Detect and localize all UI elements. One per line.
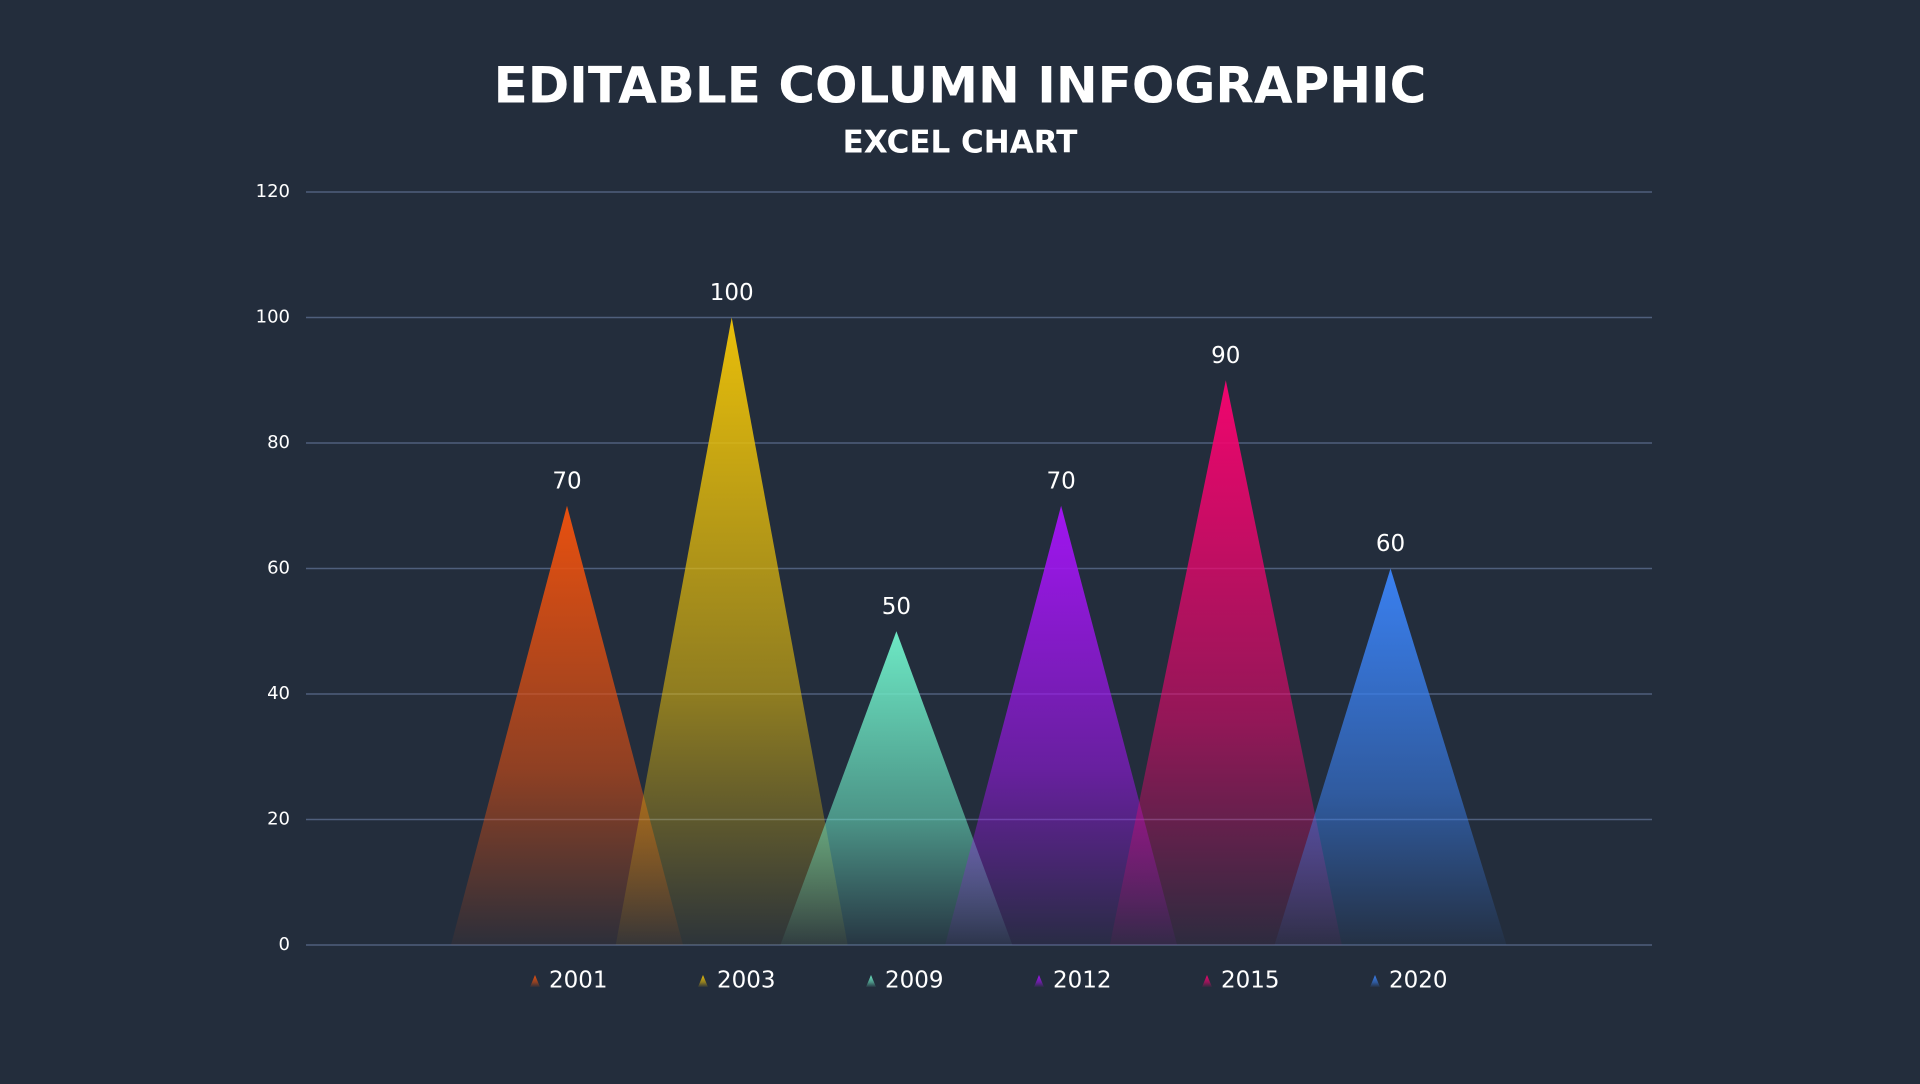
legend-label: 2015 <box>1221 968 1280 994</box>
value-label: 60 <box>1376 531 1405 557</box>
legend-label: 2020 <box>1389 968 1448 994</box>
y-tick-label: 120 <box>256 181 290 202</box>
bar <box>945 505 1178 945</box>
legend-swatch <box>530 975 540 987</box>
chart-title: EDITABLE COLUMN INFOGRAPHIC <box>494 57 1427 115</box>
legend-swatch <box>1370 975 1380 987</box>
value-label: 100 <box>710 280 754 306</box>
y-tick-label: 40 <box>267 683 290 704</box>
legend-label: 2009 <box>885 968 944 994</box>
bar <box>1274 568 1507 945</box>
chart-subtitle: EXCEL CHART <box>843 125 1078 161</box>
value-label: 70 <box>552 468 581 494</box>
legend-swatch <box>1202 975 1212 987</box>
legend-swatch <box>698 975 708 987</box>
bar <box>615 317 848 945</box>
value-label: 50 <box>882 594 911 620</box>
y-tick-label: 20 <box>267 809 290 830</box>
y-tick-label: 100 <box>256 307 290 328</box>
legend-label: 2001 <box>549 968 608 994</box>
value-label: 70 <box>1046 468 1075 494</box>
bar <box>451 505 683 945</box>
y-tick-label: 80 <box>267 432 290 453</box>
y-tick-label: 0 <box>279 934 290 955</box>
y-tick-label: 60 <box>267 558 290 579</box>
bar <box>780 631 1013 945</box>
bar <box>1109 380 1342 945</box>
legend-swatch <box>866 975 876 987</box>
legend-label: 2012 <box>1053 968 1112 994</box>
legend-label: 2003 <box>717 968 776 994</box>
value-label: 90 <box>1211 343 1240 369</box>
legend-swatch <box>1034 975 1044 987</box>
